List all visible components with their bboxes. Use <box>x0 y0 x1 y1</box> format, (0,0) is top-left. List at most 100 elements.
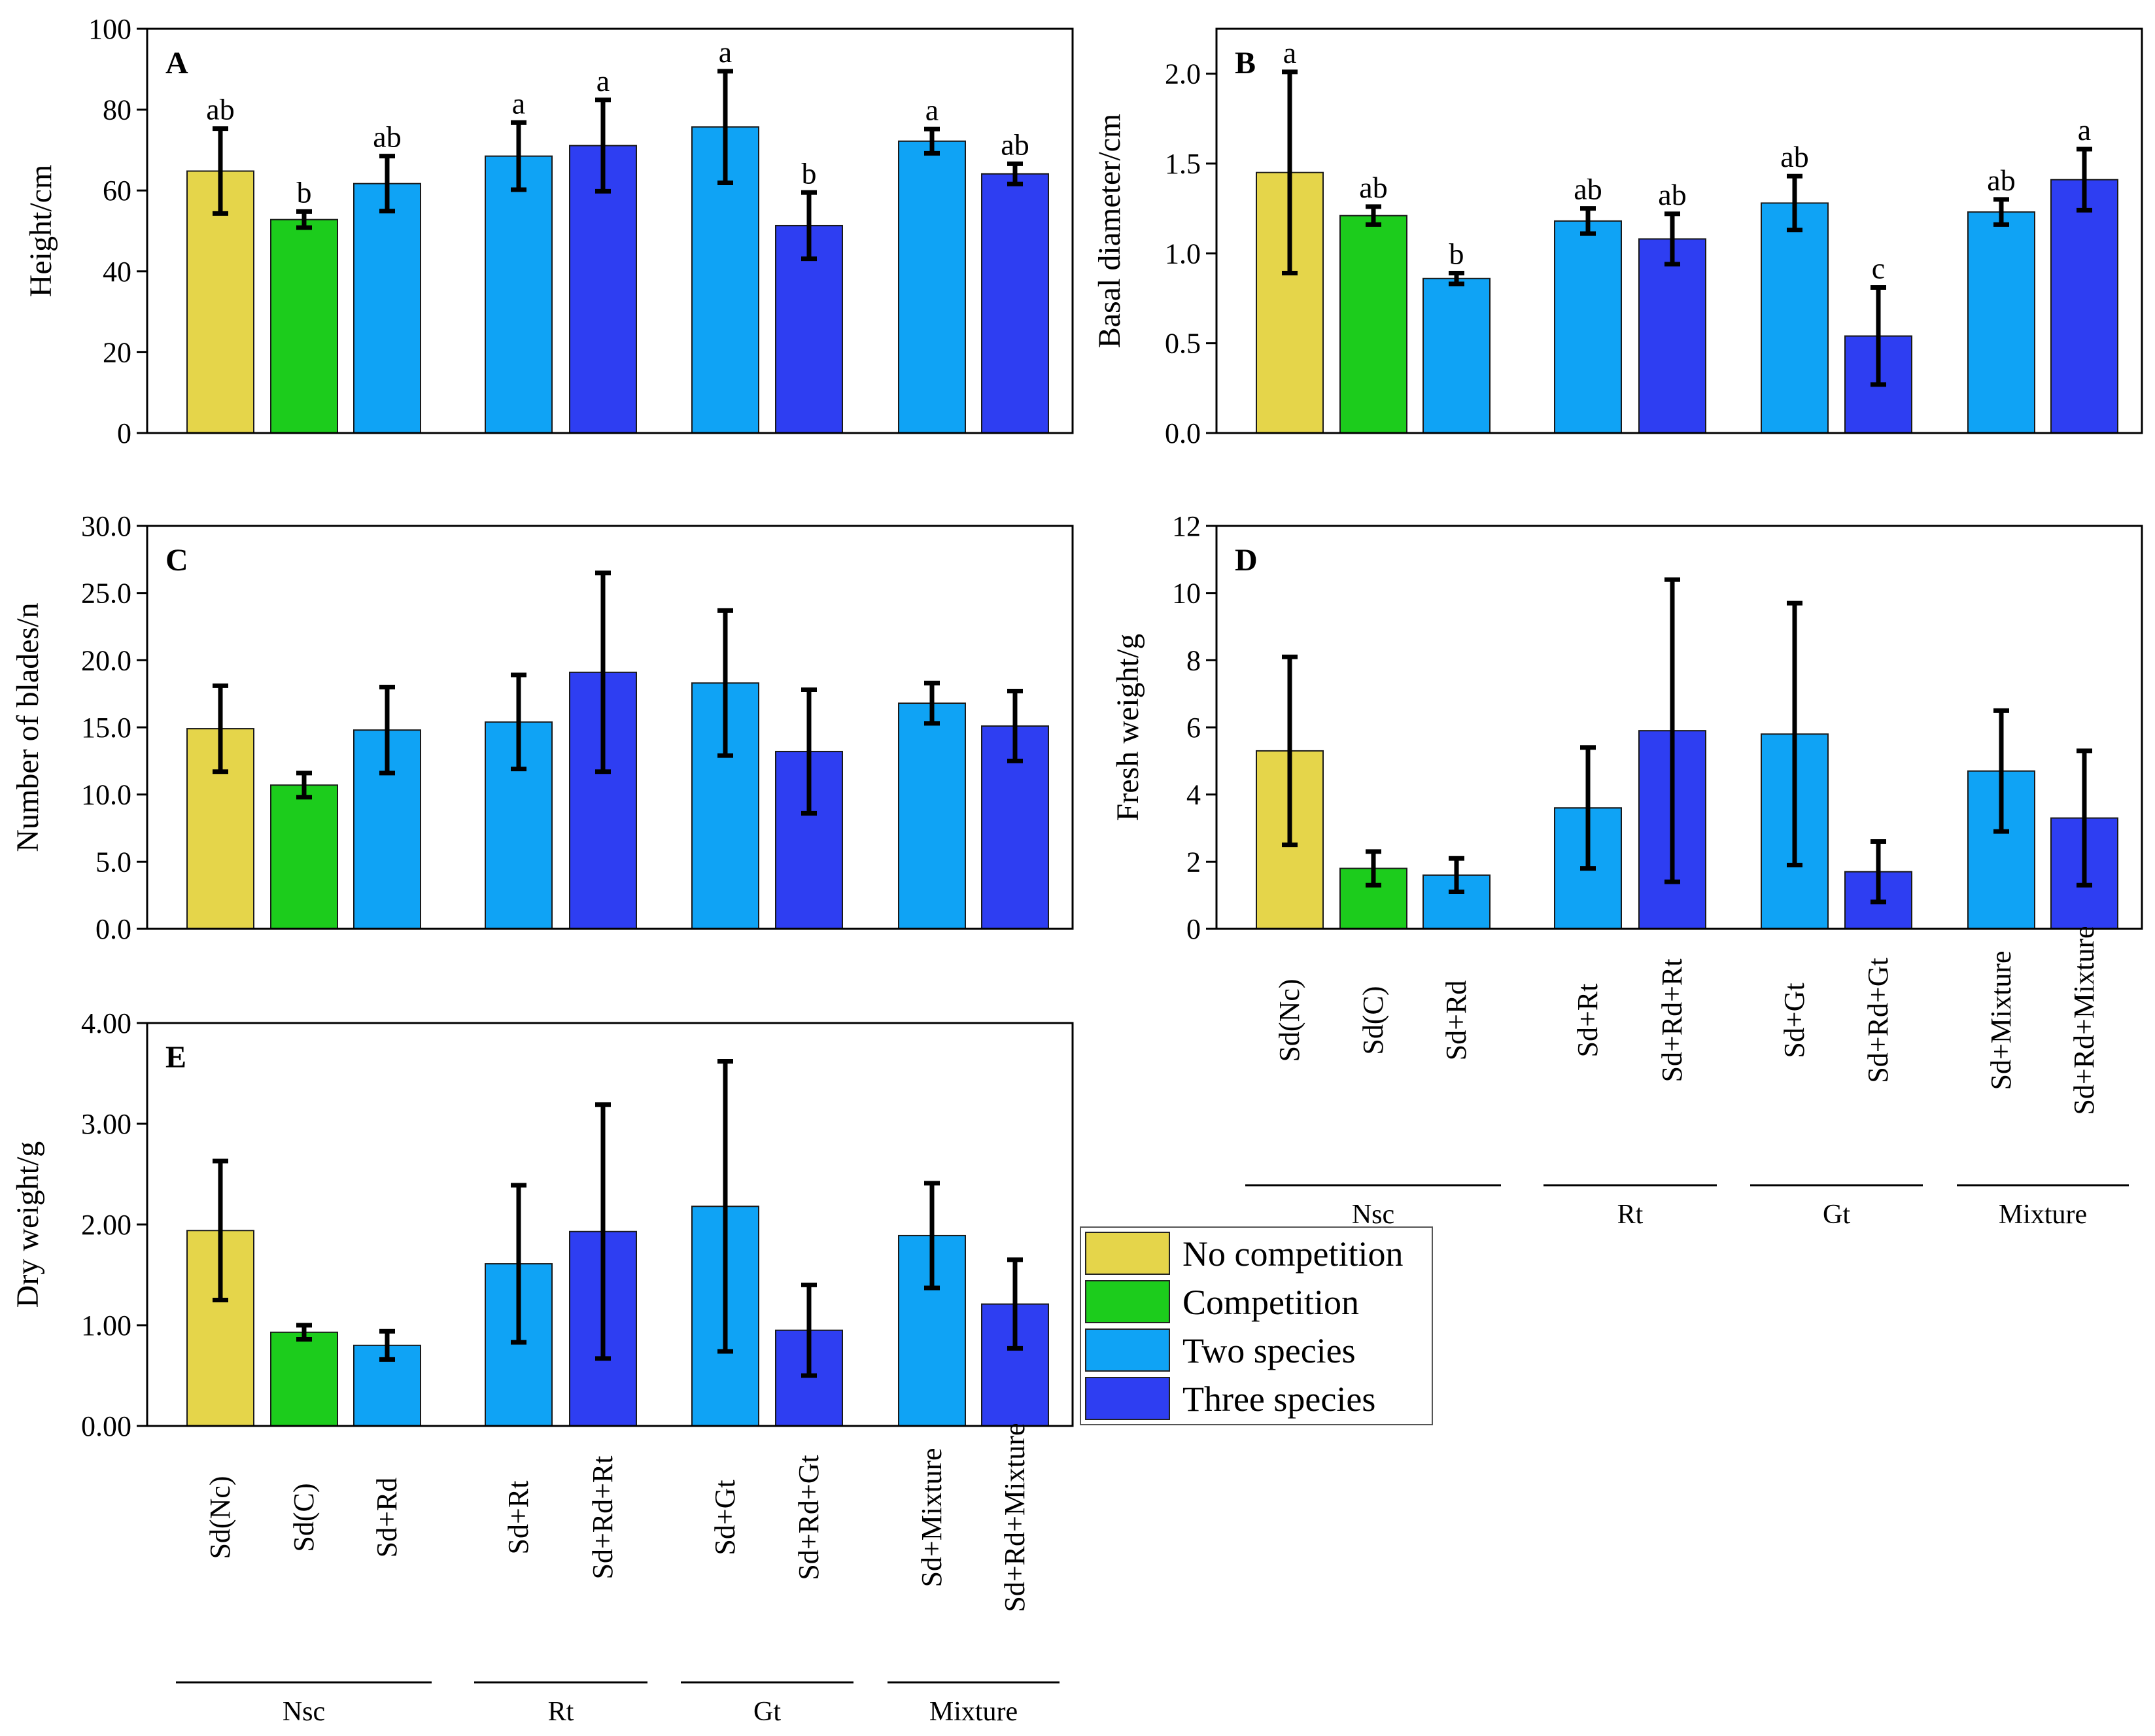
group-label-e-nsc: Nsc <box>283 1697 325 1727</box>
error-bar-b-sd-nc <box>1282 69 1298 276</box>
error-bar-a-sd-rt <box>511 120 526 192</box>
bar-b-sd-mixture <box>1967 211 2035 434</box>
y-tick-label-e: 0.00 <box>81 1410 131 1442</box>
bar-b-sd-rt <box>1554 220 1622 434</box>
panel-c: 0.0 5.0 10.0 15.0 20.0 25.0 30.0 Number of blad… <box>10 510 1074 945</box>
error-bar-a-sd-gt <box>717 69 733 185</box>
axes-frame-b <box>1215 27 2143 434</box>
sig-letter-a-sd-rd-gt: b <box>802 156 817 190</box>
y-tick-label-a: 20 <box>103 336 131 368</box>
x-category-label-d-sd-rd-rt: Sd+Rd+Rt <box>1656 958 1688 1082</box>
panel-letter-d: D <box>1235 543 1258 578</box>
error-bar-b-sd-rd-gt <box>1871 285 1886 387</box>
error-bar-d-sd-mixture <box>1993 708 2009 834</box>
x-category-label-e-sd-rd: Sd+Rd <box>371 1478 403 1558</box>
error-bar-e-sd-gt <box>717 1059 733 1354</box>
error-bar-a-sd-rd-rt <box>595 97 611 194</box>
y-tick-label-d: 8 <box>1186 644 1201 676</box>
error-bar-b-sd-rt <box>1580 206 1596 236</box>
error-bar-c-sd-gt <box>717 608 733 758</box>
y-tick-label-b: 1.0 <box>1165 237 1201 269</box>
y-tick-label-c: 25.0 <box>81 578 131 610</box>
x-category-label-d-sd-rt: Sd+Rt <box>1572 984 1604 1058</box>
legend-swatch-three-species <box>1085 1377 1170 1420</box>
x-category-label-d-sd-gt: Sd+Gt <box>1778 982 1810 1058</box>
y-axis-label-c: Number of blades/n <box>10 602 45 852</box>
y-tick-label-a: 60 <box>103 175 131 207</box>
x-category-label-d-sd-rd-gt: Sd+Rd+Gt <box>1862 958 1894 1083</box>
y-tick-label-c: 30.0 <box>81 510 131 542</box>
error-bar-c-sd-rt <box>511 672 526 772</box>
error-bar-e-sd-rd-rt <box>595 1102 611 1361</box>
error-bar-c-sd-rd-gt <box>801 687 817 816</box>
error-bar-d-sd-gt <box>1787 600 1802 867</box>
sig-letter-a-sd-rd-mixture: ab <box>1001 128 1029 161</box>
x-category-label-d-sd-rd-mixture: Sd+Rd+Mixture <box>2068 926 2100 1115</box>
legend-label-competition: Competition <box>1182 1283 1359 1322</box>
bar-b-sd-gt <box>1761 202 1829 434</box>
error-bar-a-sd-rd-gt <box>801 190 817 262</box>
error-bar-c-sd-rd-mixture <box>1007 689 1023 763</box>
error-bar-e-sd-nc <box>213 1158 228 1302</box>
error-bar-d-sd-rd-rt <box>1664 577 1680 884</box>
y-axis-label-d: Fresh weight/g <box>1111 634 1145 822</box>
x-category-label-d-sd-rd: Sd+Rd <box>1440 981 1472 1061</box>
axes-frame-a <box>146 27 1074 434</box>
group-label-d-gt: Gt <box>1823 1200 1850 1230</box>
sig-letter-b-sd-rd: b <box>1449 237 1464 271</box>
sig-letter-b-sd-c: ab <box>1359 171 1387 204</box>
y-tick-label-b: 1.5 <box>1165 148 1201 180</box>
y-tick-label-e: 3.00 <box>81 1108 131 1140</box>
panel-e: 0.00 1.00 2.00 3.00 4.00 Dry weight/g E Sd(Nc) S… <box>10 1007 1074 1727</box>
sig-letter-b-sd-rd-gt: c <box>1872 252 1885 285</box>
bar-a-sd-rt <box>485 155 553 434</box>
legend: No competition Competition Two species T… <box>1080 1226 1433 1425</box>
x-category-label-e-sd-mixture: Sd+Mixture <box>916 1448 948 1587</box>
y-tick-label-a: 80 <box>103 94 131 126</box>
bar-b-sd-rd-rt <box>1638 238 1706 434</box>
bar-b-sd-rd-mixture <box>2050 179 2118 434</box>
error-bar-d-sd-nc <box>1282 654 1298 848</box>
bar-c-sd-mixture <box>898 703 966 930</box>
sig-letter-b-sd-rd-rt: ab <box>1658 178 1686 211</box>
y-tick-label-a: 100 <box>88 13 131 45</box>
y-tick-label-a: 40 <box>103 256 131 288</box>
error-bar-e-sd-c <box>296 1323 312 1342</box>
y-tick-label-b: 0.0 <box>1165 417 1201 449</box>
legend-swatch-no-competition <box>1085 1232 1170 1275</box>
sig-letter-a-sd-rd: ab <box>373 120 401 154</box>
y-tick-label-e: 2.00 <box>81 1209 131 1241</box>
group-label-e-mixture: Mixture <box>929 1697 1018 1727</box>
error-bar-a-sd-rd-mixture <box>1007 161 1023 186</box>
y-tick-label-d: 6 <box>1186 712 1201 744</box>
legend-swatch-two-species <box>1085 1328 1170 1372</box>
y-tick-label-d: 2 <box>1186 846 1201 878</box>
error-bar-d-sd-rd-gt <box>1871 839 1886 905</box>
group-label-d-rt: Rt <box>1617 1200 1644 1230</box>
y-tick-label-d: 12 <box>1172 510 1201 542</box>
sig-letter-b-sd-rd-mixture: a <box>2078 113 2091 147</box>
x-category-label-e-sd-gt: Sd+Gt <box>709 1480 741 1555</box>
legend-label-two-species: Two species <box>1182 1331 1356 1370</box>
sig-letter-a-sd-mixture: a <box>925 93 939 126</box>
y-tick-label-d: 10 <box>1172 578 1201 610</box>
legend-label-no-competition: No competition <box>1182 1234 1403 1274</box>
y-axis-label-a: Height/cm <box>24 165 58 298</box>
error-bar-d-sd-rt <box>1580 745 1596 871</box>
bar-a-sd-rd-mixture <box>981 173 1049 434</box>
group-label-e-rt: Rt <box>548 1697 574 1727</box>
y-tick-label-d: 0 <box>1186 913 1201 945</box>
panel-letter-c: C <box>165 543 188 578</box>
panel-d: 0 2 4 6 8 10 12 Fresh weight/g D Sd(Nc) Sd(C) Sd+Rd… <box>1111 510 2143 1230</box>
error-bar-d-sd-rd-mixture <box>2077 748 2092 888</box>
error-bar-a-sd-c <box>296 209 312 230</box>
bar-a-sd-c <box>270 218 338 434</box>
error-bar-c-sd-rd <box>379 684 395 776</box>
x-category-label-e-sd-c: Sd(C) <box>288 1483 320 1552</box>
x-category-label-d-sd-mixture: Sd+Mixture <box>1985 950 2017 1090</box>
bar-b-sd-c <box>1339 215 1407 434</box>
group-label-e-gt: Gt <box>753 1697 781 1727</box>
error-bar-c-sd-mixture <box>924 680 940 726</box>
error-bar-d-sd-c <box>1366 849 1381 888</box>
